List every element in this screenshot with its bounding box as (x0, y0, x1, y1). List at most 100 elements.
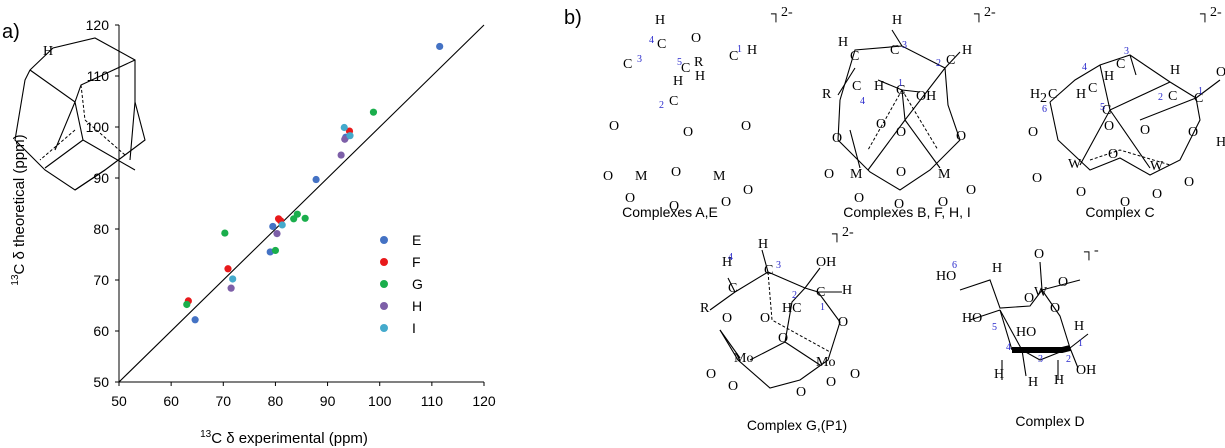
svg-text:HO: HO (936, 269, 956, 284)
svg-text:O: O (669, 199, 679, 214)
svg-text:H: H (43, 44, 53, 59)
x-tick-label: 70 (215, 393, 231, 409)
svg-text:O: O (966, 183, 976, 198)
data-point-H (227, 284, 235, 292)
svg-text:1: 1 (737, 44, 742, 55)
y-tick-label: 90 (93, 170, 109, 186)
svg-text:2: 2 (659, 100, 664, 111)
svg-text:3: 3 (1124, 46, 1129, 57)
svg-text:C: C (1088, 81, 1097, 96)
x-tick-label: 50 (111, 393, 127, 409)
svg-text:H: H (874, 79, 884, 94)
svg-text:O: O (609, 119, 619, 134)
svg-text:OH: OH (916, 89, 936, 104)
svg-text:M: M (850, 167, 863, 182)
data-point-G (221, 229, 229, 237)
svg-text:2: 2 (1066, 354, 1071, 365)
svg-text:O: O (838, 315, 848, 330)
caption-complex-d: Complex D (1015, 413, 1084, 429)
x-tick-label: 80 (268, 393, 284, 409)
charge-label: 2- (781, 5, 793, 20)
data-point-E (269, 222, 277, 231)
y-tick-label: 110 (87, 68, 110, 84)
svg-text:H: H (1054, 373, 1064, 388)
caption-complex-ae: Complexes A,E (622, 204, 718, 220)
svg-text:Mo: Mo (816, 355, 835, 370)
data-point-H (273, 229, 281, 238)
svg-text:┐: ┐ (831, 227, 842, 243)
svg-text:2: 2 (1040, 91, 1047, 106)
svg-text:O: O (741, 119, 751, 134)
svg-text:3: 3 (637, 54, 642, 65)
svg-text:H: H (655, 13, 665, 28)
svg-text:O: O (722, 311, 732, 326)
y-axis-label-text: C δ theoretical (ppm) (11, 134, 28, 274)
data-point-E (191, 316, 199, 324)
svg-text:H: H (1170, 63, 1180, 78)
svg-text:┐: ┐ (1083, 245, 1094, 261)
svg-text:O: O (1028, 125, 1038, 140)
data-point-F (224, 265, 232, 273)
svg-text:O: O (760, 311, 770, 326)
svg-text:O: O (691, 31, 701, 46)
data-point-I (340, 123, 348, 132)
data-point-G (183, 300, 191, 309)
svg-text:W: W (1034, 285, 1048, 300)
svg-text:C: C (681, 61, 690, 76)
svg-text:┐: ┐ (1199, 7, 1210, 23)
legend-label-F: F (412, 254, 421, 270)
svg-text:O: O (876, 117, 886, 132)
svg-text:C: C (1116, 57, 1125, 72)
svg-text:R: R (700, 301, 710, 316)
svg-text:Mo: Mo (734, 351, 753, 366)
data-points (183, 42, 444, 324)
svg-text:C: C (623, 57, 632, 72)
svg-text:O: O (1032, 171, 1042, 186)
y-tick-label: 120 (86, 17, 110, 33)
svg-text:5: 5 (677, 57, 682, 68)
svg-text:4: 4 (860, 96, 865, 107)
y-tick-label: 100 (86, 119, 110, 135)
svg-text:4: 4 (1082, 62, 1087, 73)
charge-label: 2- (984, 5, 996, 20)
svg-text:O: O (1024, 291, 1034, 306)
svg-text:OH: OH (1216, 65, 1225, 80)
x-tick-label: 100 (368, 393, 392, 409)
svg-text:O: O (778, 331, 788, 346)
svg-text:O: O (1188, 125, 1198, 140)
svg-text:H: H (695, 69, 705, 84)
svg-text:6: 6 (1042, 104, 1047, 115)
svg-text:O: O (1104, 119, 1114, 134)
svg-text:5: 5 (992, 322, 997, 333)
svg-text:H: H (722, 255, 732, 270)
data-point-G (271, 246, 280, 255)
svg-text:HO: HO (1016, 325, 1036, 340)
legend-marker-F (380, 258, 388, 266)
svg-text:C: C (728, 281, 737, 296)
svg-text:┐: ┐ (770, 7, 781, 23)
svg-text:H: H (994, 367, 1004, 382)
svg-text:H: H (962, 43, 972, 58)
svg-text:O: O (625, 191, 635, 206)
x-tick-label: 90 (320, 393, 336, 409)
x-axis-ticks: 50 60 70 80 90 100 110 120 (111, 382, 496, 409)
svg-text:O: O (1050, 301, 1060, 316)
svg-text:O: O (854, 191, 864, 206)
data-point-I (346, 132, 354, 140)
svg-text:M: M (635, 169, 648, 184)
panel-b-label: b) (564, 7, 582, 29)
svg-text:H: H (1216, 135, 1225, 150)
legend-label-G: G (412, 276, 423, 292)
svg-text:H: H (1074, 319, 1084, 334)
data-point-H (341, 135, 349, 143)
svg-text:C: C (764, 263, 773, 278)
charge-label: 2- (1210, 5, 1222, 20)
svg-text:HC: HC (782, 301, 801, 316)
svg-text:O: O (1108, 147, 1118, 162)
svg-text:H: H (1076, 87, 1086, 102)
svg-text:C: C (729, 49, 738, 64)
x-tick-label: 120 (472, 393, 496, 409)
svg-text:O: O (743, 183, 753, 198)
y-tick-label: 50 (93, 374, 109, 390)
svg-text:C: C (816, 285, 825, 300)
